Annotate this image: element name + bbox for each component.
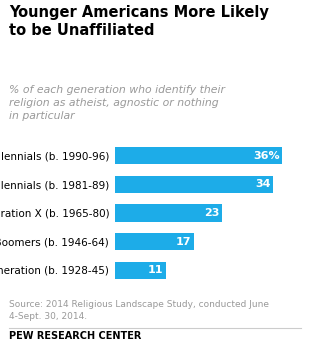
- Bar: [115, 262, 166, 279]
- Text: 17: 17: [176, 237, 192, 247]
- Bar: [115, 176, 273, 193]
- Text: PEW RESEARCH CENTER: PEW RESEARCH CENTER: [9, 331, 142, 341]
- Text: Younger Americans More Likely
to be Unaffiliated: Younger Americans More Likely to be Unaf…: [9, 5, 269, 38]
- Bar: [115, 204, 222, 222]
- Text: 34: 34: [255, 179, 270, 189]
- Text: % of each generation who identify their
religion as atheist, agnostic or nothing: % of each generation who identify their …: [9, 85, 225, 121]
- Text: 11: 11: [148, 265, 164, 275]
- Bar: [115, 147, 282, 164]
- Text: 23: 23: [204, 208, 219, 218]
- Text: 36%: 36%: [253, 151, 280, 161]
- Bar: [115, 233, 194, 250]
- Text: Source: 2014 Religious Landscape Study, conducted June
4-Sept. 30, 2014.: Source: 2014 Religious Landscape Study, …: [9, 300, 269, 321]
